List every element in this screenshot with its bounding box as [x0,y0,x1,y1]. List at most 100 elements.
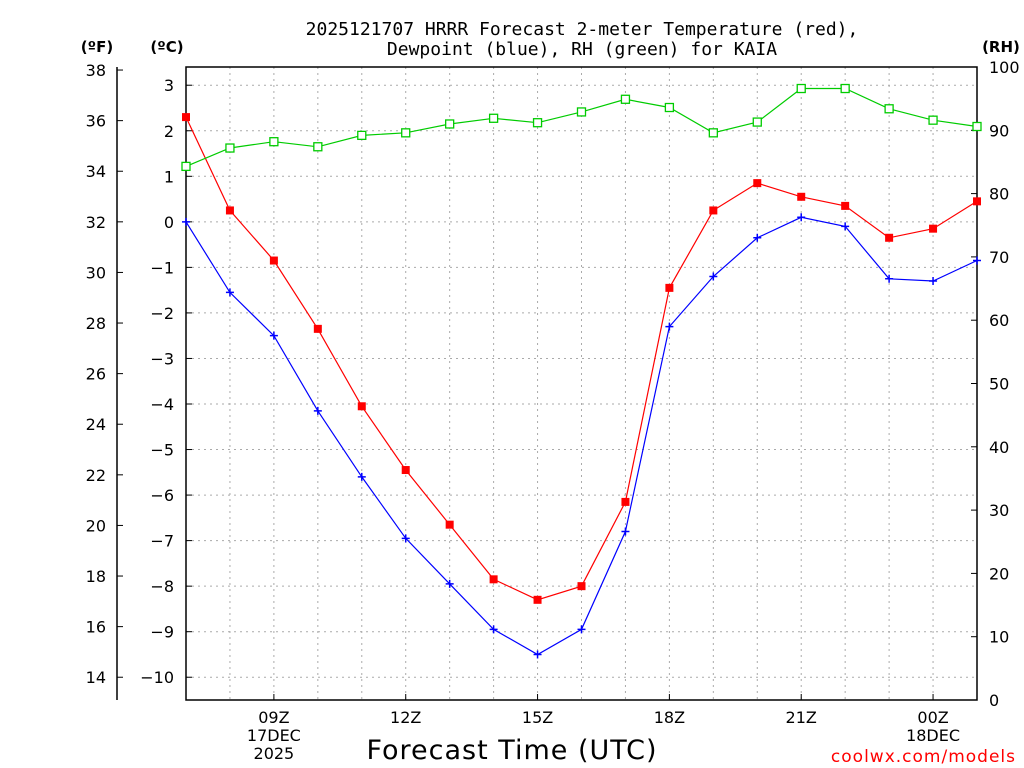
fahrenheit-tick-label: 24 [86,415,106,434]
rh-tick-label: 40 [989,438,1009,457]
data-series [181,83,982,659]
temperature-point [621,497,630,506]
fahrenheit-tick-label: 22 [86,466,106,485]
rh-point [225,143,235,153]
temperature-point [182,113,190,122]
temperature-point [533,595,542,604]
celsius-tick-label: 1 [164,167,174,186]
temperature-point [929,224,938,233]
rh-point [445,119,455,129]
rh-tick-label: 90 [989,121,1009,140]
temperature-point [973,197,981,206]
rh-point [752,117,762,127]
rh-tick-label: 50 [989,375,1009,394]
fahrenheit-tick-label: 14 [86,668,106,687]
dewpoint-point [313,406,322,415]
temperature-point [225,206,234,215]
rh-point [181,161,191,172]
gridlines [186,67,977,700]
temperature-point [841,201,850,210]
dewpoint-point [753,233,762,242]
rh-point [532,118,543,128]
axes: 383634323028262422201816143210−1−2−3−4−5… [86,58,1020,710]
x-tick-label: 15Z [522,708,553,727]
x-tick-label: 17DEC [247,726,301,745]
celsius-tick-label: 2 [164,122,174,141]
temperature-point [445,520,454,529]
celsius-tick-label: −1 [150,258,174,277]
rh-point [357,130,367,141]
temperature-point [357,402,366,411]
fahrenheit-tick-label: 28 [86,314,106,333]
temperature-point [665,283,674,292]
celsius-tick-label: −6 [150,486,174,505]
x-tick-label: 2025 [254,744,295,763]
temperature-point [269,256,278,265]
plot-frame [185,66,978,701]
celsius-unit-label: (ºC) [150,38,183,56]
rh-unit-label: (RH) [982,38,1020,56]
temperature-point [753,179,762,188]
dewpoint-point [885,274,894,283]
temperature-point [709,206,718,215]
rh-point [796,83,806,94]
dewpoint-point [709,272,718,281]
dewpoint-point [357,472,366,481]
dewpoint-point [533,650,542,659]
celsius-tick-label: −4 [150,395,174,414]
x-tick-label: 09Z [258,708,289,727]
rh-point [620,94,631,104]
rh-tick-label: 0 [989,691,999,710]
rh-point [576,107,587,117]
rh-point [488,113,499,123]
source-credit: coolwx.com/models [831,747,1016,767]
rh-tick-label: 80 [989,185,1009,204]
x-tick-label: 00Z [917,708,948,727]
celsius-tick-label: −5 [150,441,174,460]
celsius-tick-label: −9 [150,623,174,642]
celsius-tick-label: −7 [150,532,174,551]
rh-point [708,128,718,138]
dewpoint-point [401,534,410,543]
chart-title-line-2: Dewpoint (blue), RH (green) for KAIA [387,39,777,60]
dewpoint-point [269,331,278,340]
rh-point [313,142,323,152]
celsius-tick-label: 0 [164,213,174,232]
x-tick-label: 18Z [654,708,685,727]
fahrenheit-tick-label: 38 [86,61,106,80]
rh-point [664,102,675,113]
rh-tick-label: 30 [989,501,1009,520]
dewpoint-point [973,256,981,265]
dewpoint-point [841,222,850,231]
rh-tick-label: 70 [989,248,1009,267]
fahrenheit-tick-label: 20 [86,516,106,535]
dewpoint-point [182,217,190,226]
dewpoint-point [797,213,806,222]
x-axis-title: Forecast Time (UTC) [366,735,657,766]
fahrenheit-tick-label: 36 [86,112,106,131]
dewpoint-point [577,625,586,634]
dewpoint-point [621,527,630,536]
celsius-tick-label: −10 [140,668,174,687]
rh-tick-label: 60 [989,311,1009,330]
temperature-point [401,466,410,475]
fahrenheit-tick-label: 18 [86,567,106,586]
celsius-tick-label: −8 [150,577,174,596]
temperature-point [885,233,894,242]
dewpoint-point [225,288,234,297]
fahrenheit-tick-label: 32 [86,213,106,232]
temperature-point [577,582,586,591]
rh-point [972,121,982,132]
rh-tick-label: 100 [989,58,1020,77]
dewpoint-point [665,322,674,331]
fahrenheit-tick-label: 30 [86,263,106,282]
rh-point [928,115,938,125]
fahrenheit-tick-label: 34 [86,162,106,181]
celsius-tick-label: 3 [164,76,174,95]
rh-point [401,128,411,138]
fahrenheit-unit-label: (ºF) [81,38,113,56]
temperature-point [797,192,806,201]
temperature-point [489,575,498,584]
